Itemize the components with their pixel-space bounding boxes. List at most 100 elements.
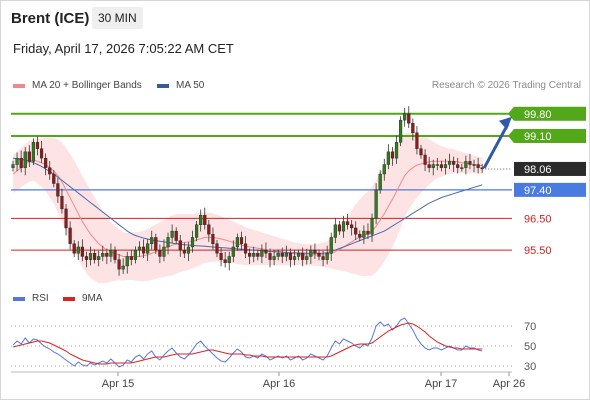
- candle-body-59: [252, 253, 256, 257]
- ma20-line: [12, 159, 483, 257]
- candle-body-2: [19, 157, 23, 168]
- candle-body-92: [386, 151, 390, 165]
- candle-body-66: [280, 253, 284, 257]
- candle-body-9: [48, 167, 52, 175]
- resistance-tag-arrow-99.80: [508, 106, 514, 121]
- candle-body-85: [358, 234, 362, 238]
- legend-swatch-9ma: [63, 296, 75, 301]
- support-label-96.50: 96.50: [524, 213, 552, 225]
- candle-body-98: [411, 123, 415, 134]
- legend-item-9ma: 9MA: [63, 293, 103, 304]
- candle-body-10: [52, 173, 56, 184]
- support-label-95.50: 95.50: [524, 245, 552, 257]
- forecast-arrow-shaft: [482, 123, 510, 169]
- candle-body-88: [370, 218, 374, 235]
- candle-body-36: [158, 249, 162, 257]
- candle-body-38: [166, 237, 170, 248]
- candle-body-50: [215, 243, 219, 254]
- candle-body-3: [23, 151, 27, 168]
- bollinger-band-area: [13, 132, 483, 284]
- candle-body-23: [105, 253, 109, 257]
- candle-body-18: [84, 256, 89, 260]
- legend-label-ma20-bb: MA 20 + Bollinger Bands: [32, 80, 142, 91]
- candle-body-6: [35, 142, 40, 149]
- legend-label-rsi: RSI: [32, 293, 49, 304]
- candle-body-39: [170, 230, 174, 238]
- candle-body-48: [207, 224, 211, 235]
- legend-item-rsi: RSI: [13, 293, 49, 304]
- support-label-97.40: 97.40: [524, 185, 552, 197]
- candle-body-7: [39, 148, 44, 159]
- candle-body-29: [129, 256, 133, 260]
- resistance-tag-99.80: [514, 106, 586, 121]
- candle-body-101: [423, 154, 427, 165]
- rsi-tick-50: 50: [524, 341, 536, 353]
- rsi-tick-30: 30: [524, 361, 536, 373]
- candle-body-44: [190, 237, 195, 248]
- current-price-tag: [514, 161, 586, 176]
- x-tick-label-3: Apr 26: [493, 378, 525, 390]
- candle-body-22: [101, 253, 105, 257]
- candle-body-42: [182, 249, 186, 254]
- candle-body-8: [44, 157, 48, 168]
- candle-body-65: [276, 253, 280, 257]
- timeframe-button[interactable]: 30 MIN: [92, 7, 143, 29]
- resistance-tag-99.10: [514, 128, 586, 143]
- legend-item-ma20-bb: MA 20 + Bollinger Bands: [13, 80, 142, 91]
- legend-swatch-ma50: [157, 83, 169, 88]
- candle-body-0: [11, 164, 15, 168]
- candle-body-108: [452, 161, 456, 165]
- candle-body-87: [366, 230, 370, 235]
- candle-body-104: [435, 164, 439, 166]
- candle-body-60: [256, 253, 260, 257]
- candle-body-112: [468, 161, 472, 165]
- candle-body-53: [227, 256, 231, 264]
- candle-body-93: [390, 151, 395, 159]
- resistance-label-99.80: 99.80: [524, 109, 552, 121]
- x-tick-label-2: Apr 17: [425, 378, 457, 390]
- candle-body-68: [288, 253, 293, 260]
- candle-body-49: [211, 234, 215, 244]
- candle-body-106: [443, 164, 448, 168]
- candle-body-110: [460, 167, 464, 169]
- candle-body-74: [313, 249, 317, 254]
- candle-body-62: [264, 249, 268, 254]
- candle-body-24: [109, 249, 113, 257]
- candle-body-79: [333, 224, 337, 238]
- candle-body-41: [178, 240, 182, 251]
- candle-body-17: [80, 246, 84, 257]
- credit-text: Research © 2026 Trading Central: [431, 80, 581, 91]
- candle-body-30: [133, 249, 137, 260]
- rsi-line: [12, 317, 483, 368]
- candle-body-71: [301, 253, 305, 260]
- candle-body-25: [113, 249, 117, 260]
- candle-body-86: [362, 230, 366, 238]
- candle-body-14: [68, 227, 72, 244]
- candle-body-76: [321, 256, 325, 260]
- candle-body-73: [309, 249, 313, 257]
- candle-body-94: [394, 142, 399, 159]
- rsi-tick-70: 70: [524, 321, 536, 333]
- candle-body-64: [272, 256, 276, 260]
- candle-body-102: [427, 164, 431, 168]
- legend-label-9ma: 9MA: [82, 293, 103, 304]
- legend-swatch-rsi: [13, 296, 25, 301]
- forecast-arrowhead: [499, 116, 512, 130]
- candle-body-51: [219, 253, 223, 260]
- candles-group: [11, 106, 484, 276]
- candle-body-97: [407, 113, 411, 124]
- candle-body-91: [382, 164, 386, 175]
- candle-body-77: [325, 253, 329, 260]
- candle-body-78: [329, 237, 333, 254]
- candle-body-46: [199, 215, 203, 225]
- candle-body-16: [76, 246, 80, 254]
- x-tick-label-1: Apr 16: [263, 378, 295, 390]
- timestamp: Friday, April 17, 2026 7:05:22 AM CET: [13, 41, 234, 56]
- candle-body-107: [447, 161, 452, 165]
- candle-body-63: [268, 253, 272, 260]
- candle-body-75: [317, 253, 321, 257]
- candle-body-56: [239, 237, 244, 244]
- candle-body-54: [231, 246, 235, 257]
- rsi-9ma-line: [12, 322, 483, 365]
